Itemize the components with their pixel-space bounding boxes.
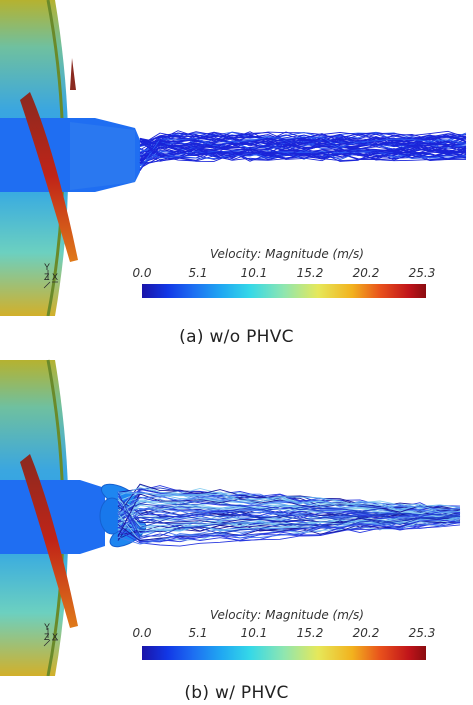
colorbar-tick: 20.2 xyxy=(352,626,380,640)
wake-streamlines xyxy=(117,483,461,547)
streamline xyxy=(117,497,461,515)
streamline xyxy=(139,151,467,164)
panel-with-phvc: Y Z X Velocity: Magnitude (m/s) 0.0 5.1 … xyxy=(0,356,473,676)
streamline xyxy=(139,133,467,161)
streamline xyxy=(117,521,460,547)
colorbar-tick: 0.0 xyxy=(132,266,152,280)
colorbar-tick: 15.2 xyxy=(296,266,324,280)
colorbar-title: Velocity: Magnitude (m/s) xyxy=(210,608,364,622)
streamline xyxy=(117,515,461,531)
streamline xyxy=(117,496,461,515)
wake-streamlines xyxy=(139,130,467,171)
streamline xyxy=(139,138,467,158)
streamline xyxy=(117,517,461,545)
streamline xyxy=(117,513,461,522)
streamline xyxy=(117,492,461,537)
colorbar-tick: 10.1 xyxy=(240,626,268,640)
streamline xyxy=(117,484,461,514)
streamline xyxy=(117,500,461,517)
colorbar-tick: 10.1 xyxy=(240,266,268,280)
streamline xyxy=(117,520,461,542)
streamline xyxy=(139,148,467,161)
caption-b: (b) w/ PHVC xyxy=(184,683,289,703)
colorbar xyxy=(142,284,426,298)
hub xyxy=(0,480,105,554)
flow-visualization-b xyxy=(0,359,461,676)
streamline xyxy=(139,147,467,164)
slanted-blade xyxy=(20,92,78,262)
streamline xyxy=(117,509,461,529)
streamline xyxy=(139,130,467,147)
colorbar-tick: 20.2 xyxy=(352,266,380,280)
colorbar-tick: 25.3 xyxy=(408,626,436,640)
streamline xyxy=(117,487,461,510)
axes-triad: Y Z X xyxy=(44,262,59,282)
streamline xyxy=(139,132,467,145)
streamline xyxy=(139,143,467,171)
streamline xyxy=(139,145,467,156)
colorbar-tick: 5.1 xyxy=(188,266,208,280)
streamline xyxy=(117,492,461,513)
colorbar-title: Velocity: Magnitude (m/s) xyxy=(210,247,364,261)
colorbar-tick: 15.2 xyxy=(296,626,324,640)
colorbar xyxy=(142,646,426,660)
colorbar-tick: 5.1 xyxy=(188,626,208,640)
streamline xyxy=(117,502,461,529)
streamline xyxy=(117,483,461,516)
caption-a: (a) w/o PHVC xyxy=(179,327,294,347)
streamline xyxy=(117,500,461,540)
colorbar-tick: 0.0 xyxy=(132,626,152,640)
panel-without-phvc: Y Z X Velocity: Magnitude (m/s) 0.0 5.1 … xyxy=(0,0,473,316)
streamline xyxy=(117,493,461,538)
flow-visualization-a xyxy=(0,0,467,316)
slanted-blade xyxy=(20,454,78,628)
axes-triad: Y Z X xyxy=(44,622,59,642)
colorbar-tick: 25.3 xyxy=(408,266,436,280)
